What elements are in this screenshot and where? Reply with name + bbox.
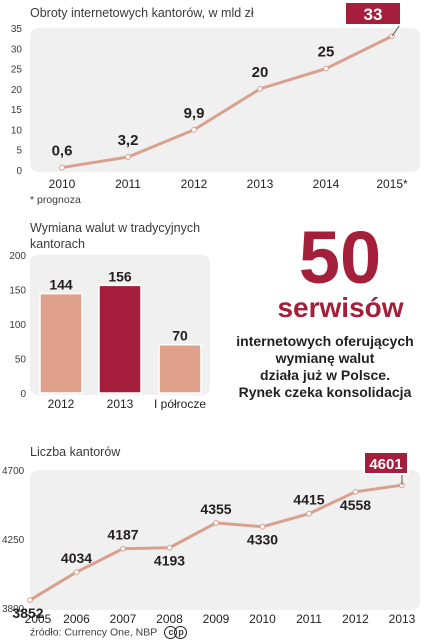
exchange-xtick: I półrocze [154, 397, 206, 410]
offices-ytick: 4250 [2, 535, 25, 546]
exchange-data-label: 156 [108, 268, 132, 284]
turnover-footnote: * prognoza [30, 194, 81, 206]
offices-point [213, 520, 219, 526]
turnover-xtick: 2010 [49, 177, 76, 191]
exchange-ytick: 200 [9, 251, 26, 262]
turnover-ytick: 10 [11, 125, 23, 136]
turnover-xtick: 2014 [313, 177, 340, 191]
offices-xtick: 2005 [25, 612, 52, 625]
offices-point [306, 510, 312, 517]
turnover-data-label: 25 [318, 44, 335, 61]
turnover-ytick: 25 [11, 65, 23, 76]
offices-data-label: 4187 [107, 527, 138, 543]
offices-xtick: 2010 [249, 612, 276, 625]
offices-data-label: 3852 [12, 605, 43, 621]
offices-highlight-rect [363, 451, 409, 475]
offices-xtick: 2009 [203, 612, 230, 625]
exchange-bar [39, 292, 83, 394]
turnover-ytick: 30 [11, 44, 23, 55]
exchange-ytick: 50 [15, 355, 27, 366]
exchange-data-label: 70 [172, 328, 188, 344]
offices-data-label: 4034 [61, 550, 92, 566]
exchange-ytick: 100 [9, 320, 26, 331]
offices-point [166, 544, 173, 551]
turnover-point [191, 126, 197, 133]
offices-data-label: 4558 [340, 497, 371, 513]
offices-xtick: 2013 [389, 612, 416, 625]
offices-xtick: 2012 [342, 612, 369, 625]
headline-word: serwisów [277, 292, 404, 323]
offices-data-label: 4601 [369, 456, 402, 473]
exchange-chart-title-line2: kantorach [30, 237, 85, 251]
exchange-xtick: 2013 [107, 397, 134, 410]
turnover-xtick: 2011 [115, 177, 141, 191]
exchange-data-label: 144 [49, 277, 73, 293]
offices-point [27, 597, 33, 603]
headline-line-1: internetowych oferujących [236, 333, 414, 349]
turnover-ytick: 5 [16, 146, 22, 157]
turnover-ytick: 20 [11, 85, 23, 96]
offices-ytick: 3800 [2, 604, 25, 615]
turnover-highlight-rect [344, 1, 402, 26]
turnover-chart-title: Obroty internetowych kantorów, w mld zł [30, 6, 254, 20]
turnover-highlight-box: 33 [344, 1, 402, 26]
turnover-chart: 0 5 10 15 20 25 30 35 0,6 2010 3,2 2011 9,9 2012 20 201… [11, 1, 420, 191]
turnover-point [125, 154, 131, 160]
turnover-data-label: 20 [252, 64, 269, 81]
offices-panel [30, 470, 420, 610]
exchange-xtick: 2012 [48, 397, 75, 410]
turnover-ytick: 15 [11, 105, 23, 116]
turnover-panel [30, 28, 420, 172]
turnover-data-label: 0,6 [52, 143, 73, 160]
turnover-xtick: 2013 [247, 177, 274, 191]
offices-xtick: 2007 [110, 612, 137, 625]
turnover-point [257, 85, 263, 92]
offices-point [352, 488, 359, 495]
turnover-data-label: 3,2 [118, 132, 139, 149]
turnover-ytick: 35 [11, 24, 23, 35]
source-text: źródło: Currency One, NBP [30, 626, 158, 639]
offices-data-label: 4355 [200, 501, 231, 517]
turnover-data-label: 9,9 [184, 105, 205, 122]
headline-description: internetowych oferujących wymianę walut … [225, 333, 425, 401]
offices-ytick: 4700 [2, 466, 25, 477]
offices-xtick: 2011 [296, 612, 322, 625]
offices-point [259, 523, 266, 530]
offices-xtick: 2008 [156, 612, 183, 625]
exchange-bar [158, 343, 202, 394]
headline-line-3: działa już w Polsce. [260, 367, 390, 383]
offices-data-label: 4193 [154, 553, 185, 569]
turnover-point [323, 65, 329, 72]
exchange-bar [98, 284, 142, 394]
offices-xtick: 2006 [63, 612, 90, 625]
offices-data-label: 4415 [293, 492, 324, 508]
headline-line-4: Rynek czeka konsolidacja [238, 384, 412, 400]
offices-point [120, 545, 126, 552]
headline-number: 50 [298, 216, 382, 299]
offices-chart-title: Liczba kantorów [30, 445, 121, 459]
offices-highlight-box: 4601 [363, 451, 409, 475]
turnover-ytick: 0 [16, 166, 22, 177]
exchange-ytick: 150 [9, 286, 26, 297]
headline-line-2: wymianę walut [275, 350, 375, 366]
turnover-point [59, 164, 65, 171]
turnover-xtick: 2012 [181, 177, 208, 191]
turnover-xtick: 2015* [376, 177, 408, 191]
exchange-ytick: 0 [20, 389, 26, 400]
offices-data-label: 4330 [247, 532, 278, 548]
turnover-data-label: 33 [364, 5, 383, 24]
exchange-chart-title-line1: Wymiana walut w tradycyjnych [30, 221, 201, 235]
exchange-chart-title: Wymiana walut w tradycyjnych kantorach [30, 220, 200, 252]
offices-point [73, 569, 80, 576]
turnover-series-line [61, 34, 393, 170]
